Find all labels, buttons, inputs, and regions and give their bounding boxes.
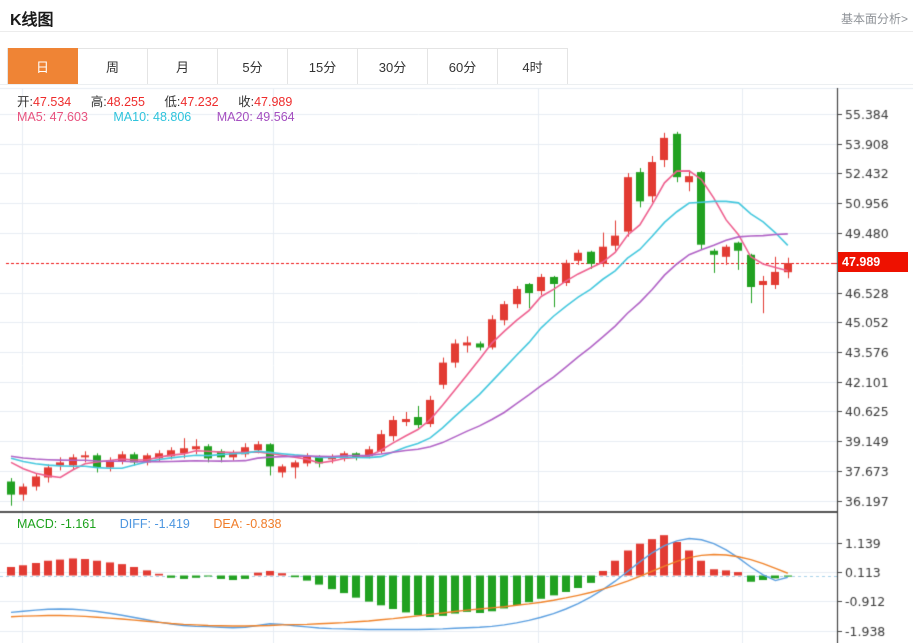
ma5-readout: MA5: 47.603 [17,110,88,124]
current-price-badge: 47.989 [838,252,908,272]
close-label: 收: [238,95,255,109]
high-label: 高: [90,95,107,109]
diff-value: DIFF: -1.419 [119,517,190,531]
open-label: 开: [17,95,33,109]
close-value: 47.989 [254,95,293,109]
low-label: 低: [164,95,181,109]
low-value: 47.232 [180,95,219,109]
macd-value: MACD: -1.161 [17,517,97,531]
ma10-readout: MA10: 48.806 [113,110,192,124]
high-value: 48.255 [106,95,145,109]
ma20-readout: MA20: 49.564 [216,110,295,124]
ma-readout: MA5: 47.603 MA10: 48.806 MA20: 49.564 [17,110,317,124]
open-value: 47.534 [32,95,72,109]
macd-readout: MACD: -1.161 DIFF: -1.419 DEA: -0.838 [17,517,302,531]
dea-value: DEA: -0.838 [213,517,282,531]
ohlc-readout: 开:47.534 高:48.255 低:47.232 收:47.989 [17,91,308,110]
